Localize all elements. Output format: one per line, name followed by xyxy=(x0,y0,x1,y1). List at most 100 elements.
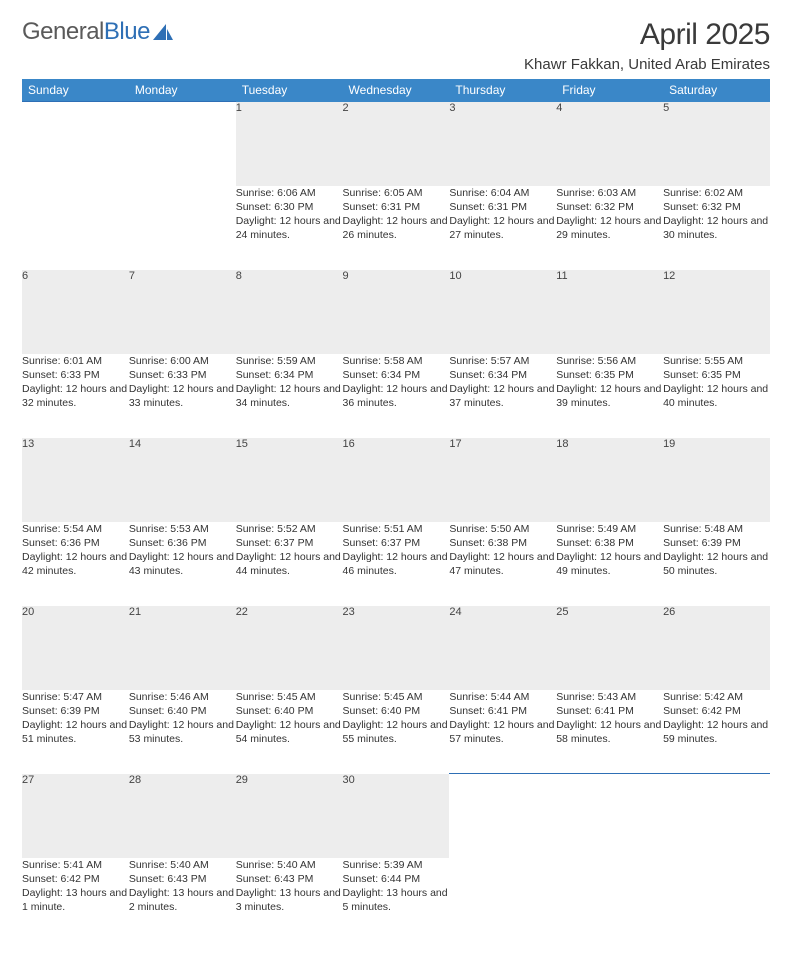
day-number-cell: 1 xyxy=(236,102,343,186)
logo-text-blue: Blue xyxy=(104,18,150,46)
sunrise-line: Sunrise: 5:59 AM xyxy=(236,354,343,368)
day-number-cell: 3 xyxy=(449,102,556,186)
sunset-line: Sunset: 6:37 PM xyxy=(343,536,450,550)
sunrise-line: Sunrise: 5:56 AM xyxy=(556,354,663,368)
sunset-line: Sunset: 6:39 PM xyxy=(663,536,770,550)
daylight-line: Daylight: 12 hours and 36 minutes. xyxy=(343,382,450,410)
day-cell: Sunrise: 5:41 AMSunset: 6:42 PMDaylight:… xyxy=(22,858,129,942)
sunset-line: Sunset: 6:32 PM xyxy=(663,200,770,214)
location: Khawr Fakkan, United Arab Emirates xyxy=(524,56,770,73)
sunrise-line: Sunrise: 5:45 AM xyxy=(236,690,343,704)
day-cell: Sunrise: 5:47 AMSunset: 6:39 PMDaylight:… xyxy=(22,690,129,774)
daylight-line: Daylight: 12 hours and 53 minutes. xyxy=(129,718,236,746)
daynum-row: 13141516171819 xyxy=(22,438,770,522)
daylight-line: Daylight: 12 hours and 24 minutes. xyxy=(236,214,343,242)
sunset-line: Sunset: 6:34 PM xyxy=(449,368,556,382)
day-number-cell xyxy=(22,102,129,186)
daylight-line: Daylight: 12 hours and 57 minutes. xyxy=(449,718,556,746)
day-number-cell: 19 xyxy=(663,438,770,522)
sunset-line: Sunset: 6:41 PM xyxy=(556,704,663,718)
daynum-row: 27282930 xyxy=(22,774,770,858)
sunrise-line: Sunrise: 6:04 AM xyxy=(449,186,556,200)
weekday-header: Tuesday xyxy=(236,79,343,102)
header: GeneralBlue April 2025 Khawr Fakkan, Uni… xyxy=(22,18,770,73)
weekday-header: Sunday xyxy=(22,79,129,102)
day-number-cell: 5 xyxy=(663,102,770,186)
daylight-line: Daylight: 12 hours and 37 minutes. xyxy=(449,382,556,410)
day-cell: Sunrise: 5:48 AMSunset: 6:39 PMDaylight:… xyxy=(663,522,770,606)
sunset-line: Sunset: 6:43 PM xyxy=(236,872,343,886)
day-number-cell: 26 xyxy=(663,606,770,690)
daylight-line: Daylight: 12 hours and 33 minutes. xyxy=(129,382,236,410)
day-cell: Sunrise: 6:02 AMSunset: 6:32 PMDaylight:… xyxy=(663,186,770,270)
day-number-cell: 9 xyxy=(343,270,450,354)
day-cell: Sunrise: 5:42 AMSunset: 6:42 PMDaylight:… xyxy=(663,690,770,774)
daylight-line: Daylight: 12 hours and 26 minutes. xyxy=(343,214,450,242)
sunrise-line: Sunrise: 5:42 AM xyxy=(663,690,770,704)
sunset-line: Sunset: 6:32 PM xyxy=(556,200,663,214)
day-cell xyxy=(449,858,556,942)
weekday-header: Friday xyxy=(556,79,663,102)
day-number-cell: 6 xyxy=(22,270,129,354)
day-number-cell: 29 xyxy=(236,774,343,858)
day-cell xyxy=(129,186,236,270)
day-cell: Sunrise: 6:06 AMSunset: 6:30 PMDaylight:… xyxy=(236,186,343,270)
daylight-line: Daylight: 12 hours and 30 minutes. xyxy=(663,214,770,242)
sunrise-line: Sunrise: 5:48 AM xyxy=(663,522,770,536)
weekday-header: Thursday xyxy=(449,79,556,102)
weekday-header: Saturday xyxy=(663,79,770,102)
daylight-line: Daylight: 12 hours and 59 minutes. xyxy=(663,718,770,746)
day-number-cell: 27 xyxy=(22,774,129,858)
sunset-line: Sunset: 6:38 PM xyxy=(556,536,663,550)
sunset-line: Sunset: 6:40 PM xyxy=(343,704,450,718)
day-number-cell xyxy=(129,102,236,186)
sunset-line: Sunset: 6:33 PM xyxy=(129,368,236,382)
day-number-cell: 22 xyxy=(236,606,343,690)
logo: GeneralBlue xyxy=(22,18,174,46)
day-number-cell: 21 xyxy=(129,606,236,690)
day-number-cell xyxy=(556,774,663,858)
day-body-row: Sunrise: 6:06 AMSunset: 6:30 PMDaylight:… xyxy=(22,186,770,270)
day-number-cell: 20 xyxy=(22,606,129,690)
sunrise-line: Sunrise: 6:03 AM xyxy=(556,186,663,200)
day-number-cell: 13 xyxy=(22,438,129,522)
sunrise-line: Sunrise: 5:54 AM xyxy=(22,522,129,536)
day-cell: Sunrise: 5:40 AMSunset: 6:43 PMDaylight:… xyxy=(129,858,236,942)
day-cell: Sunrise: 6:03 AMSunset: 6:32 PMDaylight:… xyxy=(556,186,663,270)
day-number-cell: 30 xyxy=(343,774,450,858)
day-cell: Sunrise: 5:50 AMSunset: 6:38 PMDaylight:… xyxy=(449,522,556,606)
daylight-line: Daylight: 13 hours and 5 minutes. xyxy=(343,886,450,914)
sunrise-line: Sunrise: 5:44 AM xyxy=(449,690,556,704)
day-cell: Sunrise: 6:00 AMSunset: 6:33 PMDaylight:… xyxy=(129,354,236,438)
sunrise-line: Sunrise: 6:01 AM xyxy=(22,354,129,368)
daylight-line: Daylight: 12 hours and 54 minutes. xyxy=(236,718,343,746)
daynum-row: 12345 xyxy=(22,102,770,186)
sunset-line: Sunset: 6:38 PM xyxy=(449,536,556,550)
day-number-cell: 11 xyxy=(556,270,663,354)
daylight-line: Daylight: 12 hours and 43 minutes. xyxy=(129,550,236,578)
sunrise-line: Sunrise: 5:39 AM xyxy=(343,858,450,872)
day-cell: Sunrise: 5:56 AMSunset: 6:35 PMDaylight:… xyxy=(556,354,663,438)
day-number-cell: 15 xyxy=(236,438,343,522)
weekday-header-row: SundayMondayTuesdayWednesdayThursdayFrid… xyxy=(22,79,770,102)
daylight-line: Daylight: 12 hours and 58 minutes. xyxy=(556,718,663,746)
title-block: April 2025 Khawr Fakkan, United Arab Emi… xyxy=(524,18,770,73)
day-cell: Sunrise: 5:57 AMSunset: 6:34 PMDaylight:… xyxy=(449,354,556,438)
sunrise-line: Sunrise: 5:49 AM xyxy=(556,522,663,536)
sunset-line: Sunset: 6:35 PM xyxy=(556,368,663,382)
sunset-line: Sunset: 6:36 PM xyxy=(129,536,236,550)
sunrise-line: Sunrise: 5:52 AM xyxy=(236,522,343,536)
sunrise-line: Sunrise: 5:50 AM xyxy=(449,522,556,536)
day-cell xyxy=(663,858,770,942)
sunrise-line: Sunrise: 5:45 AM xyxy=(343,690,450,704)
day-number-cell: 10 xyxy=(449,270,556,354)
sunset-line: Sunset: 6:41 PM xyxy=(449,704,556,718)
daylight-line: Daylight: 12 hours and 47 minutes. xyxy=(449,550,556,578)
day-body-row: Sunrise: 6:01 AMSunset: 6:33 PMDaylight:… xyxy=(22,354,770,438)
sunrise-line: Sunrise: 5:55 AM xyxy=(663,354,770,368)
sunset-line: Sunset: 6:43 PM xyxy=(129,872,236,886)
sunset-line: Sunset: 6:42 PM xyxy=(663,704,770,718)
day-number-cell: 23 xyxy=(343,606,450,690)
day-cell: Sunrise: 5:49 AMSunset: 6:38 PMDaylight:… xyxy=(556,522,663,606)
day-cell: Sunrise: 5:40 AMSunset: 6:43 PMDaylight:… xyxy=(236,858,343,942)
